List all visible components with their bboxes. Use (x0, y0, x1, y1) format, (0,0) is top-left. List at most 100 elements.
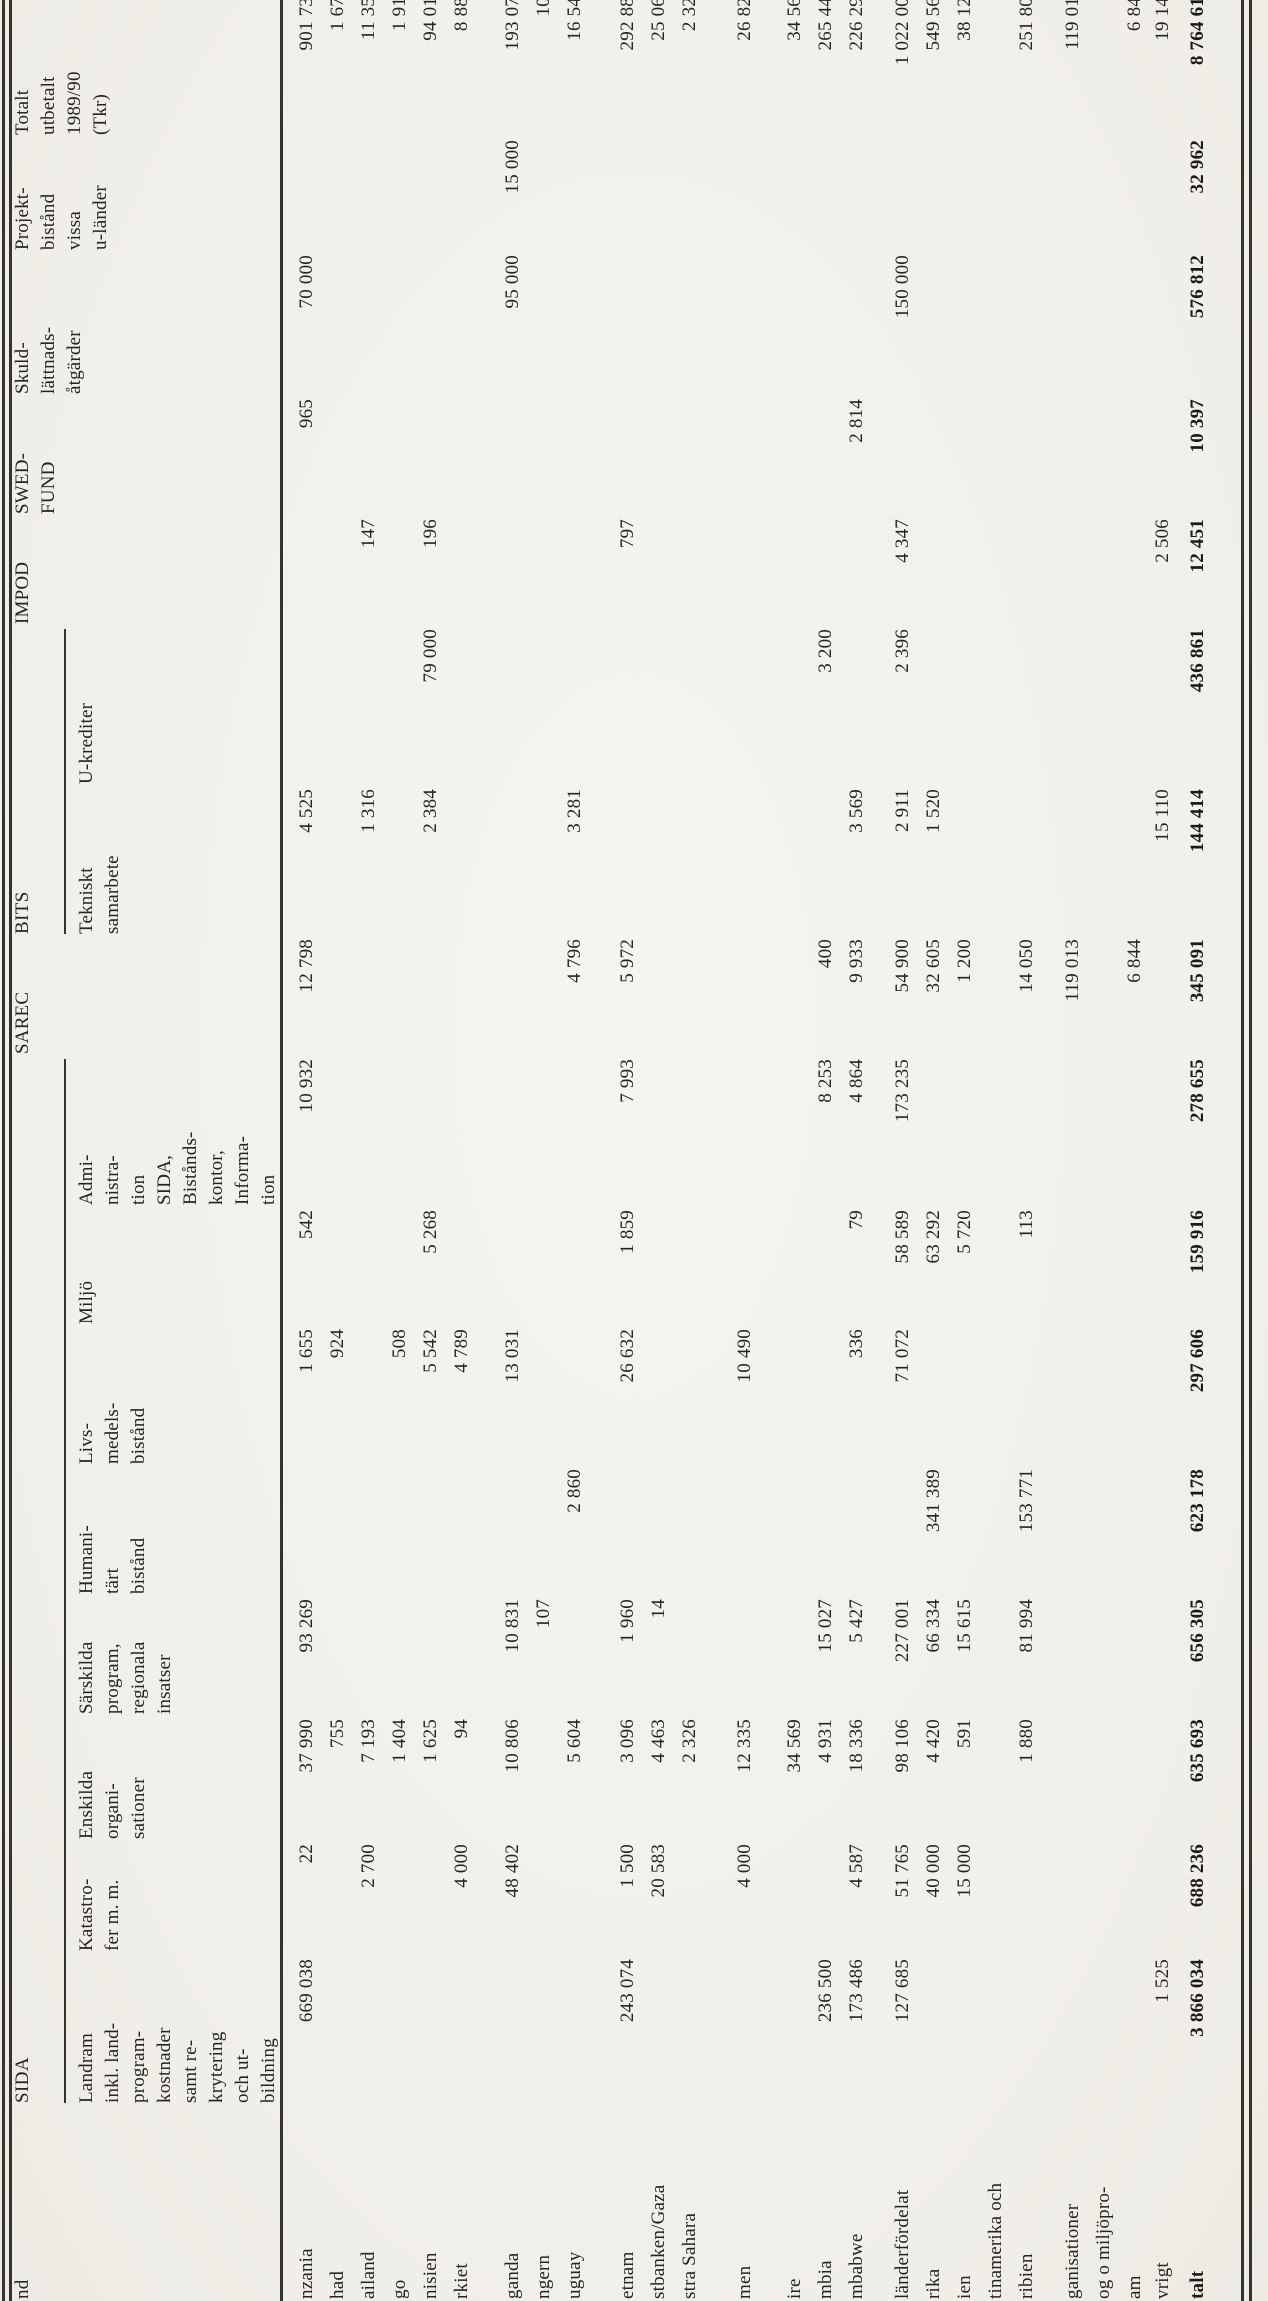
cell-bits_tekniskt-row26: 144 414 (1187, 789, 1208, 853)
row-label-ngern: ngern (533, 2254, 554, 2299)
row-label-nzania: nzania (296, 2248, 317, 2299)
cell-bits_tekniskt-row25: 15 110 (1152, 789, 1173, 842)
table-top-border-line-1 (2, 0, 5, 2301)
cell-sarskilda-row16: 5 427 (846, 1599, 867, 1643)
cell-sarec-row21: 14 050 (1016, 939, 1037, 993)
cell-miljo-row10: 1 859 (617, 1210, 638, 1254)
cell-katastrofer-row1: 22 (296, 1844, 317, 1864)
cell-miljo-row19: 5 720 (954, 1210, 975, 1254)
cell-enskilda-row4: 1 404 (389, 1719, 410, 1763)
row-label-ganisationer: ganisationer (1062, 2203, 1083, 2299)
column-header-impod: IMPOD (12, 561, 33, 624)
cell-sarec-row26: 345 091 (1187, 939, 1208, 1003)
cell-livsmedel-row26: 297 606 (1187, 1329, 1208, 1393)
cell-impod-row10: 797 (617, 519, 638, 549)
cell-humanitart-row18: 341 389 (923, 1469, 944, 1533)
cell-bits_tekniskt-row16: 3 569 (846, 789, 867, 833)
cell-totalt-row15: 265 44 (815, 0, 836, 51)
cell-bits_tekniskt-row18: 1 520 (923, 789, 944, 833)
cell-enskilda-row1: 37 990 (296, 1719, 317, 1773)
cell-miljo-row1: 542 (296, 1210, 317, 1240)
cell-enskilda-row9: 5 604 (564, 1719, 585, 1763)
cell-u_krediter-row15: 3 200 (815, 629, 836, 673)
cell-enskilda-row17: 98 106 (892, 1719, 913, 1773)
row-label-ire: ire (784, 2278, 805, 2299)
cell-admin-row1: 10 932 (296, 1059, 317, 1113)
cell-sarec-row15: 400 (815, 939, 836, 969)
row-label-og-o-milj-pro-: og o miljöpro- (1093, 2186, 1114, 2299)
row-label-ribien: ribien (1016, 2253, 1037, 2299)
cell-katastrofer-row16: 4 587 (846, 1844, 867, 1888)
cell-livsmedel-row17: 71 072 (892, 1329, 913, 1383)
cell-totalt-row11: 25 06 (648, 0, 669, 41)
row-label-ganda: ganda (502, 2252, 523, 2299)
cell-totalt-row22: 119 01 (1062, 0, 1083, 50)
cell-landram-row25: 1 525 (1152, 1959, 1173, 2003)
cell-enskilda-row5: 1 625 (420, 1719, 441, 1763)
cell-totalt-row18: 549 56 (923, 0, 944, 51)
row-label-stbanken-gaza: stbanken/Gaza (648, 2184, 669, 2299)
cell-sarskilda-row19: 15 615 (954, 1599, 975, 1653)
cell-totalt-row4: 1 91 (389, 0, 410, 32)
cell-humanitart-row21: 153 771 (1016, 1469, 1037, 1533)
cell-totalt-row9: 16 54 (564, 0, 585, 41)
column-header-projekt: Projekt- bistånd vissa u-länder (12, 185, 111, 250)
cell-enskilda-row10: 3 096 (617, 1719, 638, 1763)
table-bottom-border-line-1 (1241, 0, 1244, 2301)
cell-miljo-row17: 58 589 (892, 1210, 913, 1264)
cell-miljo-row5: 5 268 (420, 1210, 441, 1254)
cell-totalt-row25: 19 14 (1152, 0, 1173, 41)
cell-landram-row26: 3 866 034 (1187, 1959, 1208, 2037)
cell-sarec-row18: 32 605 (923, 939, 944, 993)
cell-bits_tekniskt-row3: 1 316 (358, 789, 379, 833)
row-label-tinamerika-och: tinamerika och (985, 2182, 1006, 2299)
cell-admin-row16: 4 864 (846, 1059, 867, 1103)
cell-sarec-row1: 12 798 (296, 939, 317, 993)
column-header-landram: Landram inkl. land- program- kostnader s… (76, 2022, 279, 2103)
cell-totalt-row14: 34 56 (784, 0, 805, 41)
cell-impod-row25: 2 506 (1152, 519, 1173, 563)
cell-totalt-row2: 1 67 (327, 0, 348, 32)
cell-totalt-row24: 6 84 (1124, 0, 1145, 32)
cell-sarskilda-row8: 107 (533, 1599, 554, 1629)
cell-enskilda-row11: 4 463 (648, 1719, 669, 1763)
cell-landram-row15: 236 500 (815, 1959, 836, 2023)
row-label-l-nderf-rdelat: länderfördelat (892, 2189, 913, 2299)
cell-admin-row17: 173 235 (892, 1059, 913, 1123)
cell-projekt-row7: 15 000 (502, 140, 523, 194)
row-label-am: am (1124, 2275, 1145, 2299)
cell-miljo-row18: 63 292 (923, 1210, 944, 1264)
row-label-rkiet: rkiet (451, 2263, 472, 2299)
cell-enskilda-row26: 635 693 (1187, 1719, 1208, 1783)
cell-enskilda-row15: 4 931 (815, 1719, 836, 1763)
row-label-nisien: nisien (420, 2252, 441, 2299)
cell-livsmedel-row16: 336 (846, 1329, 867, 1359)
cell-miljo-row21: 113 (1016, 1210, 1037, 1239)
column-header-u_krediter: U-krediter (76, 702, 97, 784)
column-header-skuld: Skuld- lättnads- åtgärder (12, 326, 85, 394)
cell-u_krediter-row17: 2 396 (892, 629, 913, 673)
cell-sarec-row19: 1 200 (954, 939, 975, 983)
row-label-go: go (389, 2279, 410, 2299)
cell-katastrofer-row11: 20 583 (648, 1844, 669, 1898)
cell-livsmedel-row2: 924 (327, 1329, 348, 1359)
cell-sarec-row16: 9 933 (846, 939, 867, 983)
cell-swedfund-row16: 2 814 (846, 399, 867, 443)
cell-katastrofer-row6: 4 000 (451, 1844, 472, 1888)
cell-bits_tekniskt-row5: 2 384 (420, 789, 441, 833)
cell-enskilda-row3: 7 193 (358, 1719, 379, 1763)
group-header-sida: SIDA (12, 2057, 33, 2103)
cell-sarskilda-row11: 14 (648, 1599, 669, 1619)
cell-livsmedel-row10: 26 632 (617, 1329, 638, 1383)
column-header-humanitart: Humani- tärt bistånd (76, 1525, 149, 1594)
cell-livsmedel-row6: 4 789 (451, 1329, 472, 1373)
cell-totalt-row5: 94 01 (420, 0, 441, 41)
cell-totalt-row10: 292 88 (617, 0, 638, 51)
cell-swedfund-row26: 10 397 (1187, 399, 1208, 453)
column-header-enskilda: Enskilda organi- sationer (76, 1770, 149, 1839)
cell-impod-row5: 196 (420, 519, 441, 549)
cell-sarskilda-row26: 656 305 (1187, 1599, 1208, 1663)
cell-admin-row10: 7 993 (617, 1059, 638, 1103)
cell-landram-row17: 127 685 (892, 1959, 913, 2023)
